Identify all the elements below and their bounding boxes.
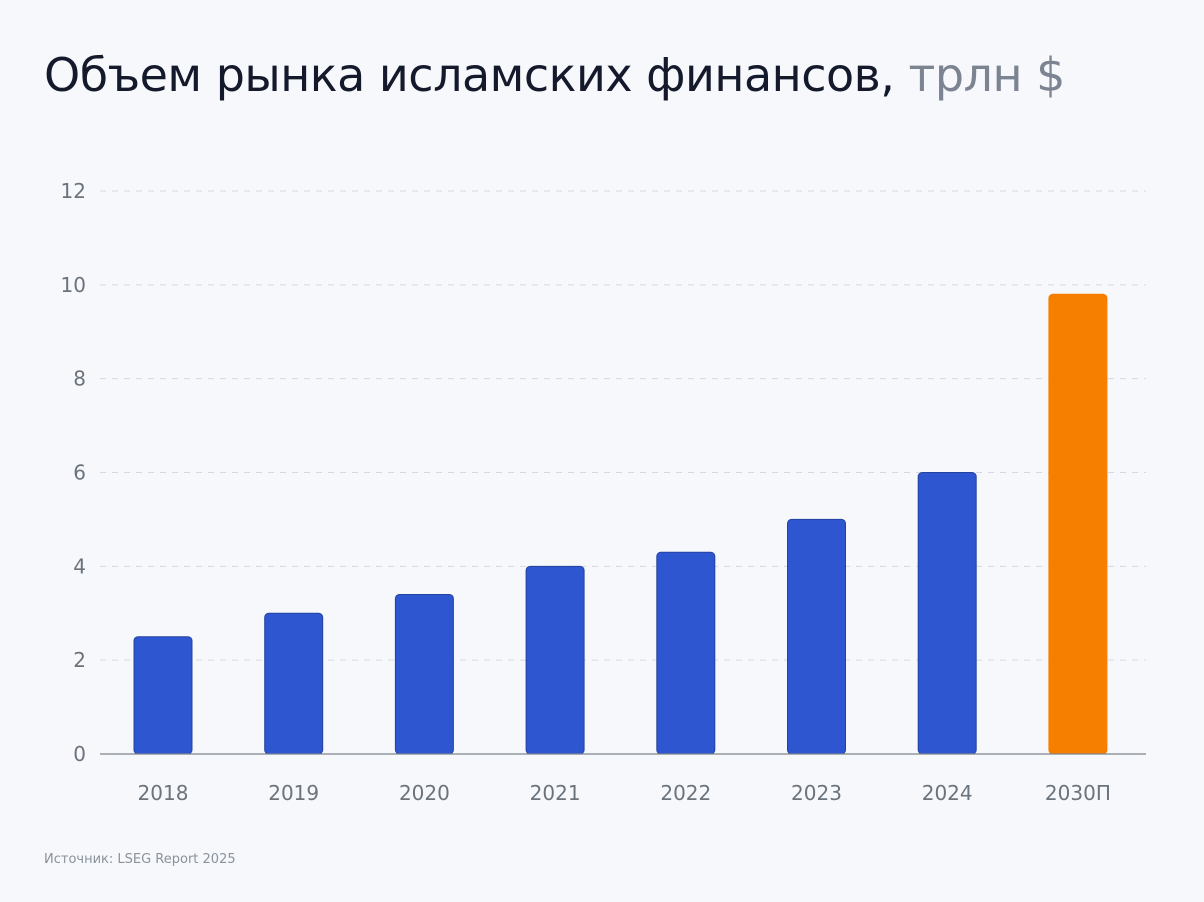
bar — [525, 565, 585, 755]
bar-forecast — [1048, 293, 1108, 755]
grid-lines — [100, 190, 1146, 661]
chart-title-unit: трлн $ — [908, 48, 1066, 102]
bar — [656, 551, 716, 755]
bar — [917, 472, 977, 755]
y-tick-label: 12 — [61, 179, 86, 203]
bars — [133, 293, 1108, 755]
x-tick-label: 2020 — [399, 781, 450, 805]
y-tick-label: 8 — [73, 367, 86, 391]
bar — [133, 636, 193, 755]
x-tick-label: 2030П — [1045, 781, 1111, 805]
bar — [394, 593, 454, 755]
y-tick-label: 0 — [73, 742, 86, 766]
source-note: Источник: LSEG Report 2025 — [44, 852, 236, 867]
x-tick-label: 2024 — [922, 781, 973, 805]
y-tick-label: 2 — [73, 648, 86, 672]
x-tick-label: 2022 — [660, 781, 711, 805]
y-tick-label: 4 — [73, 554, 86, 578]
chart-title-main: Объем рынка исламских финансов, — [44, 48, 895, 102]
bar — [264, 612, 324, 755]
chart-title: Объем рынка исламских финансов, трлн $ — [44, 48, 1065, 102]
y-tick-label: 6 — [73, 461, 86, 485]
bar — [787, 518, 846, 755]
x-tick-label: 2023 — [791, 781, 842, 805]
x-tick-label: 2019 — [268, 781, 319, 805]
x-tick-label: 2021 — [530, 781, 581, 805]
x-tick-label: 2018 — [138, 781, 189, 805]
tick-labels: 0 2 4 6 8 10 12 2018 2019 2020 2021 2022 2023 2024 203… — [61, 179, 1111, 805]
y-tick-label: 10 — [61, 273, 86, 297]
